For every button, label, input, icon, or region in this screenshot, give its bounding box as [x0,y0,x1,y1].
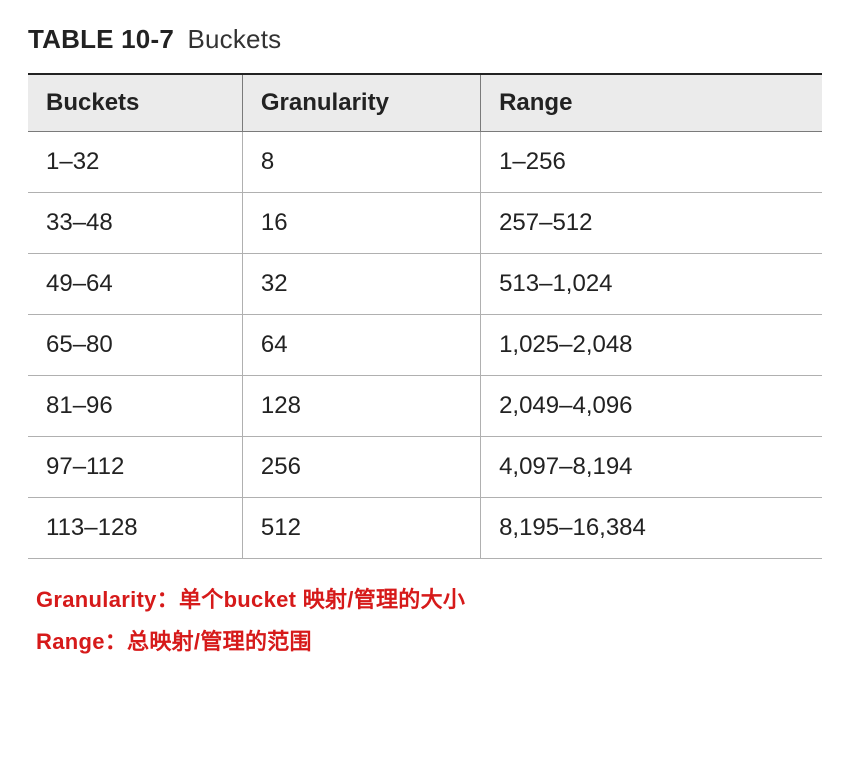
cell-buckets: 65–80 [28,315,242,376]
caption-label: TABLE 10-7 [28,24,174,54]
cell-granularity: 16 [242,193,480,254]
table-body: 1–32 8 1–256 33–48 16 257–512 49–64 32 5… [28,132,822,559]
table-row: 1–32 8 1–256 [28,132,822,193]
table-row: 81–96 128 2,049–4,096 [28,376,822,437]
col-header-range: Range [481,74,822,132]
note-granularity: Granularity：单个bucket 映射/管理的大小 [36,579,822,621]
table-header-row: Buckets Granularity Range [28,74,822,132]
cell-buckets: 81–96 [28,376,242,437]
table-caption: TABLE 10-7 Buckets [28,24,822,55]
cell-buckets: 97–112 [28,437,242,498]
cell-granularity: 8 [242,132,480,193]
table-row: 113–128 512 8,195–16,384 [28,498,822,559]
annotation-notes: Granularity：单个bucket 映射/管理的大小 Range：总映射/… [28,579,822,663]
cell-range: 8,195–16,384 [481,498,822,559]
table-row: 33–48 16 257–512 [28,193,822,254]
table-row: 49–64 32 513–1,024 [28,254,822,315]
cell-range: 4,097–8,194 [481,437,822,498]
cell-range: 257–512 [481,193,822,254]
cell-buckets: 33–48 [28,193,242,254]
col-header-buckets: Buckets [28,74,242,132]
cell-range: 2,049–4,096 [481,376,822,437]
cell-granularity: 256 [242,437,480,498]
cell-range: 1–256 [481,132,822,193]
cell-buckets: 1–32 [28,132,242,193]
buckets-table: Buckets Granularity Range 1–32 8 1–256 3… [28,73,822,559]
cell-granularity: 128 [242,376,480,437]
cell-buckets: 113–128 [28,498,242,559]
caption-title: Buckets [187,24,281,54]
cell-range: 1,025–2,048 [481,315,822,376]
cell-range: 513–1,024 [481,254,822,315]
col-header-granularity: Granularity [242,74,480,132]
cell-granularity: 512 [242,498,480,559]
table-row: 65–80 64 1,025–2,048 [28,315,822,376]
note-range: Range：总映射/管理的范围 [36,621,822,663]
table-row: 97–112 256 4,097–8,194 [28,437,822,498]
cell-granularity: 64 [242,315,480,376]
cell-granularity: 32 [242,254,480,315]
cell-buckets: 49–64 [28,254,242,315]
